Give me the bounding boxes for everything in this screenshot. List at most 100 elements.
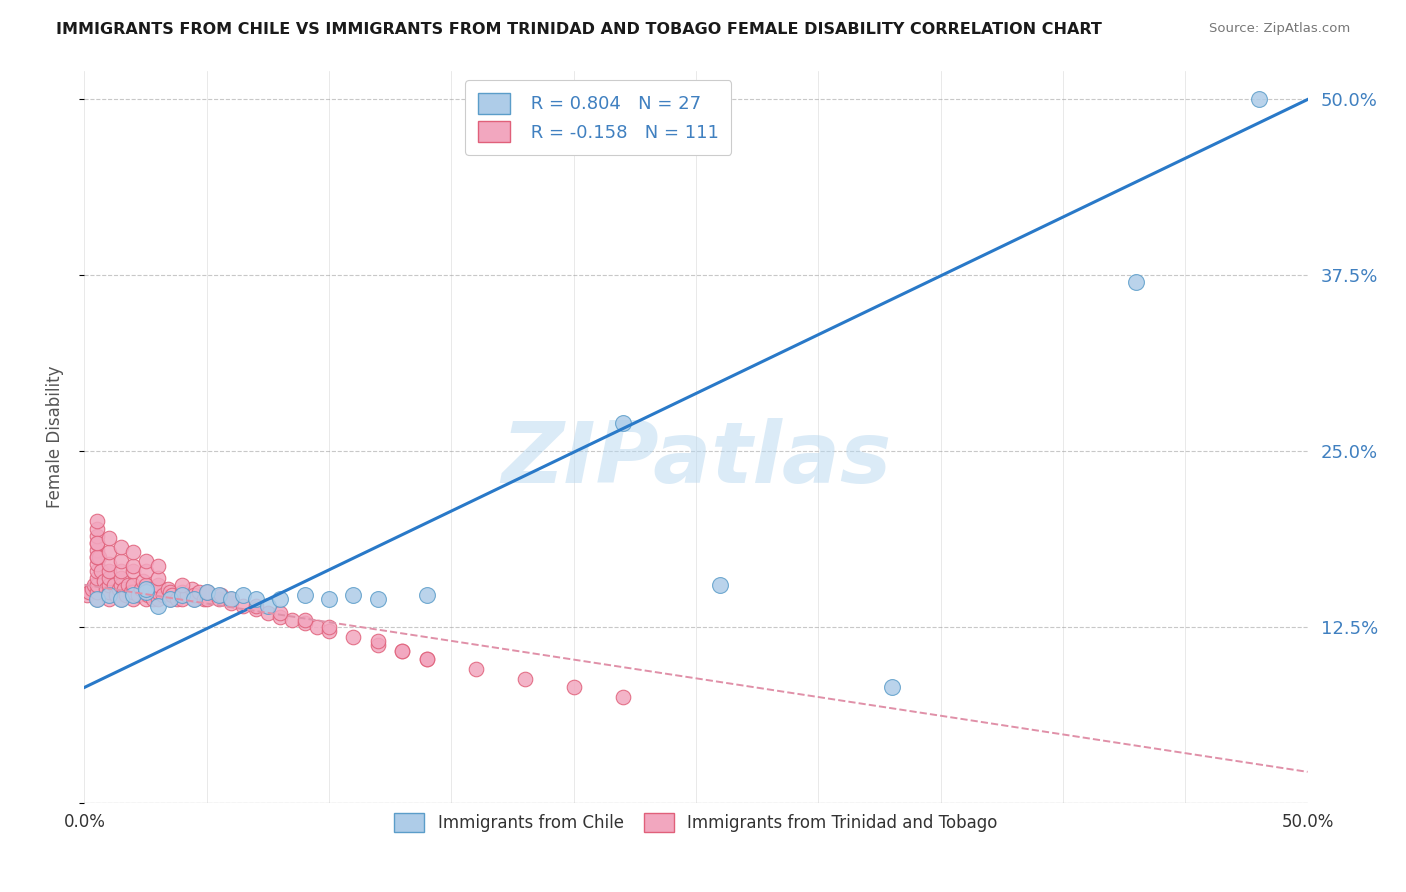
Point [391, 644, 413, 658]
Point [294, 615, 316, 630]
Point [86, 578, 108, 592]
Point [146, 584, 169, 599]
Point [709, 578, 731, 592]
Point [219, 596, 242, 610]
Point [245, 591, 267, 606]
Point [110, 540, 132, 554]
Point [110, 554, 132, 568]
Point [367, 591, 389, 606]
Point [166, 591, 188, 606]
Point [135, 564, 157, 578]
Point [139, 582, 162, 596]
Point [1247, 93, 1270, 107]
Point [97, 545, 120, 559]
Point [86, 584, 108, 599]
Point [294, 588, 316, 602]
Text: IMMIGRANTS FROM CHILE VS IMMIGRANTS FROM TRINIDAD AND TOBAGO FEMALE DISABILITY C: IMMIGRANTS FROM CHILE VS IMMIGRANTS FROM… [56, 22, 1102, 37]
Point [342, 588, 364, 602]
Point [103, 578, 125, 592]
Point [110, 564, 132, 578]
Point [195, 591, 218, 606]
Point [86, 564, 108, 578]
Point [269, 591, 291, 606]
Point [146, 599, 169, 613]
Point [245, 599, 267, 613]
Point [86, 528, 108, 542]
Point [86, 591, 108, 606]
Point [93, 574, 115, 588]
Point [172, 578, 194, 592]
Point [86, 521, 108, 535]
Point [305, 620, 328, 634]
Point [269, 606, 291, 620]
Point [159, 591, 181, 606]
Point [87, 549, 110, 564]
Point [257, 606, 280, 620]
Point [86, 515, 108, 529]
Point [77, 584, 100, 599]
Point [83, 578, 105, 592]
Point [97, 578, 120, 592]
Point [86, 571, 108, 585]
Point [86, 549, 108, 564]
Point [146, 571, 169, 585]
Point [612, 690, 634, 705]
Point [110, 591, 132, 606]
Point [97, 591, 120, 606]
Point [183, 591, 205, 606]
Point [367, 638, 389, 652]
Point [416, 588, 439, 602]
Point [159, 584, 181, 599]
Point [281, 613, 304, 627]
Text: Source: ZipAtlas.com: Source: ZipAtlas.com [1209, 22, 1350, 36]
Point [135, 554, 157, 568]
Point [86, 557, 108, 571]
Point [562, 681, 585, 695]
Point [146, 591, 169, 606]
Point [195, 584, 218, 599]
Point [127, 588, 149, 602]
Point [97, 588, 120, 602]
Point [105, 588, 128, 602]
Point [97, 584, 120, 599]
Point [86, 535, 108, 549]
Point [183, 588, 205, 602]
Point [156, 582, 179, 596]
Point [122, 564, 145, 578]
Point [416, 652, 439, 666]
Point [135, 584, 157, 599]
Text: ZIPatlas: ZIPatlas [501, 417, 891, 500]
Point [86, 535, 108, 549]
Point [219, 591, 242, 606]
Point [195, 584, 218, 599]
Point [122, 591, 145, 606]
Point [195, 584, 218, 599]
Point [97, 571, 120, 585]
Point [86, 542, 108, 557]
Point [117, 578, 139, 592]
Point [143, 584, 166, 599]
Point [232, 599, 254, 613]
Point [135, 582, 157, 596]
Point [183, 591, 205, 606]
Point [209, 588, 232, 602]
Point [135, 584, 157, 599]
Point [129, 582, 152, 596]
Point [172, 588, 194, 602]
Point [96, 582, 118, 596]
Point [1125, 276, 1147, 290]
Point [110, 591, 132, 606]
Point [146, 559, 169, 574]
Point [90, 564, 112, 578]
Point [97, 564, 120, 578]
Point [245, 601, 267, 615]
Point [318, 620, 340, 634]
Point [188, 584, 211, 599]
Point [269, 610, 291, 624]
Point [513, 672, 536, 686]
Point [122, 588, 145, 602]
Point [112, 582, 135, 596]
Point [232, 588, 254, 602]
Point [162, 588, 184, 602]
Point [132, 574, 155, 588]
